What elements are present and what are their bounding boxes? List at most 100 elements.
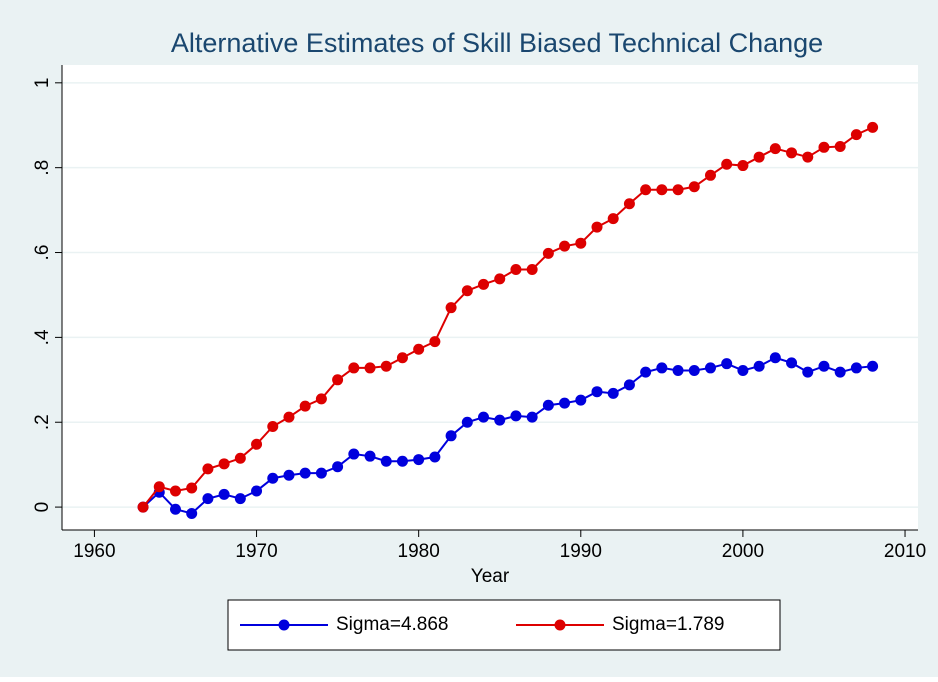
series-marker [526,411,538,423]
x-tick-label: 2010 [884,541,926,562]
series-marker [786,147,798,159]
series-marker [559,397,571,409]
series-marker [380,455,392,467]
series-marker [656,184,668,196]
series-marker [834,140,846,152]
series-marker [510,263,522,275]
series-marker [267,472,279,484]
series-marker [348,362,360,374]
series-marker [607,213,619,225]
series-marker [364,362,376,374]
x-tick-label: 1970 [235,541,277,562]
series-marker [429,336,441,348]
series-marker [607,387,619,399]
series-marker [169,503,181,515]
series-marker [753,151,765,163]
series-marker [704,362,716,374]
series-marker [396,352,408,364]
y-tick-label: .2 [32,414,53,430]
series-marker [332,374,344,386]
series-marker [542,247,554,259]
series-marker [834,366,846,378]
series-marker [299,400,311,412]
series-marker [850,362,862,374]
series-marker [786,357,798,369]
series-marker [559,240,571,252]
series-marker [413,454,425,466]
x-tick-label: 1960 [73,541,115,562]
series-marker [218,458,230,470]
series-marker [510,410,522,422]
y-tick-label: 0 [32,502,53,513]
series-marker [153,481,165,493]
series-marker [218,488,230,500]
series-marker [380,360,392,372]
series-marker [478,411,490,423]
plot-area [62,65,918,530]
series-marker [688,181,700,193]
series-marker [283,469,295,481]
series-marker [234,452,246,464]
series-marker [186,482,198,494]
series-marker [867,360,879,372]
series-marker [640,366,652,378]
legend-marker [554,619,566,631]
series-marker [413,343,425,355]
y-tick-label: .4 [32,329,53,345]
legend-marker [278,619,290,631]
series-marker [623,198,635,210]
series-marker [478,278,490,290]
series-marker [753,360,765,372]
series-marker [283,411,295,423]
series-marker [429,451,441,463]
series-marker [850,129,862,141]
series-marker [445,430,457,442]
series-marker [721,158,733,170]
series-marker [332,461,344,473]
legend: Sigma=4.868 Sigma=1.789 [227,599,781,651]
series-marker [364,450,376,462]
series-marker [202,493,214,505]
series-marker [802,366,814,378]
series-marker [802,151,814,163]
series-marker [526,263,538,275]
y-tick-label: .8 [32,160,53,176]
series-marker [721,358,733,370]
series-marker [688,364,700,376]
series-marker [494,273,506,285]
series-marker [656,362,668,374]
series-marker [769,352,781,364]
x-tick-label: 1990 [560,541,602,562]
legend-label: Sigma=4.868 [336,614,449,635]
series-marker [737,364,749,376]
series-marker [672,184,684,196]
series-marker [818,360,830,372]
series-marker [234,493,246,505]
series-marker [186,507,198,519]
series-marker [251,485,263,497]
series-marker [396,455,408,467]
series-marker [867,121,879,133]
series-marker [575,237,587,249]
series-marker [737,160,749,172]
series-line [142,126,874,508]
series-line [142,356,873,515]
series-marker [640,184,652,196]
series-marker [315,467,327,479]
series-marker [202,463,214,475]
series-marker [299,467,311,479]
x-axis-label: Year [471,566,510,587]
series-marker [769,143,781,155]
series-marker [251,438,263,450]
x-tick-label: 1980 [398,541,440,562]
series-marker [137,501,149,513]
series-marker [461,416,473,428]
series-marker [348,448,360,460]
y-tick-label: .6 [32,245,53,261]
legend-label: Sigma=1.789 [612,614,725,635]
series-marker [461,285,473,297]
series-marker [494,414,506,426]
series-marker [542,399,554,411]
series-marker [818,141,830,153]
